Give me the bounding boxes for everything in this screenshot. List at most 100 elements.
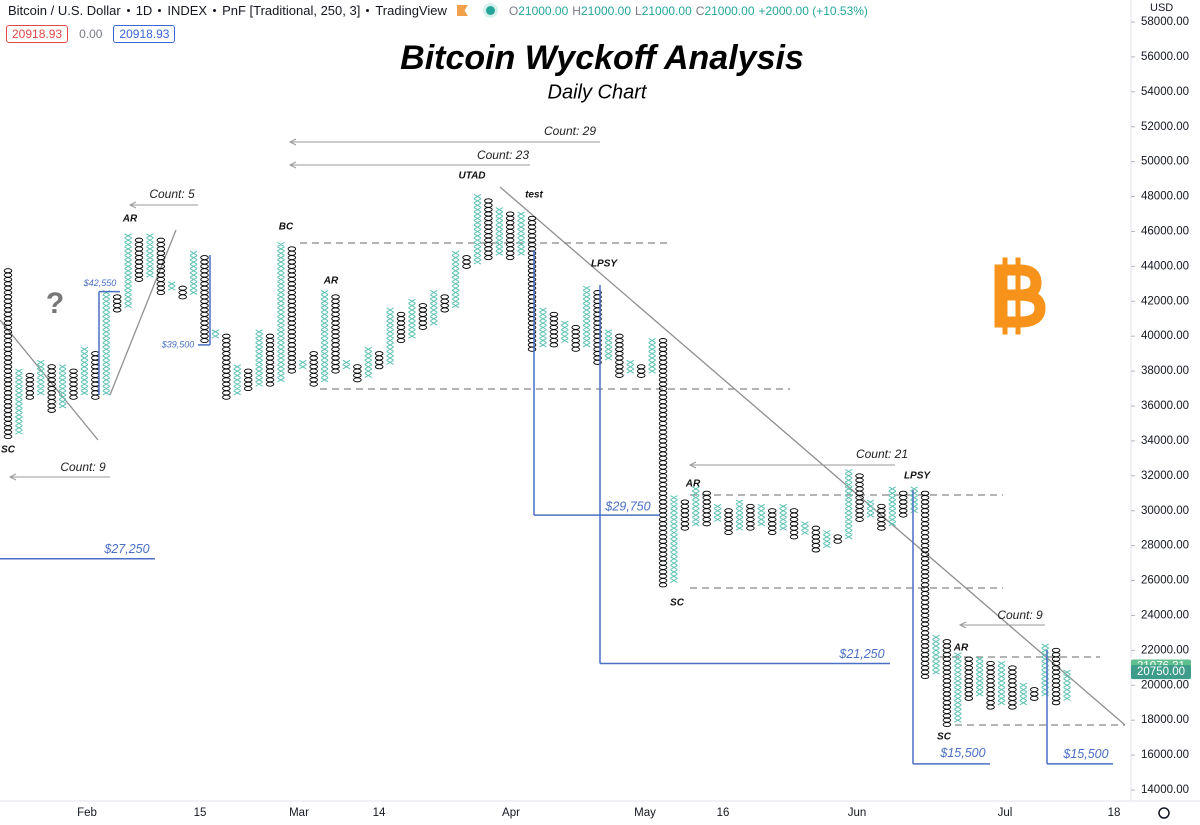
o-column <box>418 303 428 330</box>
o-column <box>331 294 340 374</box>
y-tick-label: 46000.00 <box>1141 225 1189 237</box>
o-column <box>353 364 362 383</box>
x-column <box>473 194 482 265</box>
x-column <box>713 503 722 522</box>
x-tick-label: Feb <box>77 807 97 819</box>
x-column <box>932 634 940 675</box>
o-column <box>549 311 559 348</box>
y-tick-label: 34000.00 <box>1141 435 1189 447</box>
x-column <box>364 346 373 378</box>
trend-line <box>0 319 99 441</box>
count-arrow <box>288 161 530 169</box>
o-column <box>156 237 166 296</box>
x-column <box>342 359 351 370</box>
o-column <box>636 364 646 378</box>
ohlc-value: 21000.00 <box>580 3 632 18</box>
phase-label: LPSY <box>591 259 618 270</box>
target-label: $42,550 <box>83 278 117 288</box>
x-column <box>277 242 285 383</box>
phase-label: SC <box>670 598 685 609</box>
sell-price[interactable]: 20918.93 <box>6 25 69 43</box>
ohlc-key: H <box>572 3 581 18</box>
x-column <box>320 290 329 383</box>
count-arrow <box>8 473 110 481</box>
bitcoin-logo <box>994 257 1046 335</box>
x-column <box>1041 643 1049 697</box>
x-tick-label: Jul <box>998 807 1013 819</box>
flag-icon[interactable] <box>456 5 468 16</box>
o-column <box>25 372 35 400</box>
target-label: $29,750 <box>604 499 650 513</box>
x-column <box>823 530 831 549</box>
change: +2000.00 (+10.53%) <box>758 3 868 18</box>
x-column <box>408 298 416 339</box>
x-column <box>189 250 198 296</box>
y-tick-label: 54000.00 <box>1141 86 1189 98</box>
o-column <box>942 639 952 728</box>
o-column <box>396 311 406 344</box>
logo-bars <box>1002 257 1021 335</box>
chart-subtitle: Daily Chart <box>548 81 648 103</box>
x-column <box>604 329 613 361</box>
top-bar: Bitcoin / U.S. Dollar 1D INDEX PnF [Trad… <box>8 3 872 18</box>
x-column <box>124 233 132 309</box>
buy-price[interactable]: 20918.93 <box>113 25 176 43</box>
o-column <box>287 246 297 374</box>
annotations-layer: Count: 5 Count: 9 Count: 29 Count: 23 Count:… <box>0 124 1126 726</box>
source: TradingView <box>375 3 447 18</box>
o-column <box>440 294 449 313</box>
o-column <box>505 211 515 261</box>
symbol[interactable]: Bitcoin / U.S. Dollar <box>8 3 121 18</box>
separator <box>213 9 217 12</box>
x-column <box>997 660 1006 706</box>
o-column <box>47 364 56 413</box>
o-column <box>811 525 821 553</box>
x-column <box>648 338 656 374</box>
y-tick-label: 36000.00 <box>1141 400 1189 412</box>
y-tick-label: 24000.00 <box>1141 609 1189 621</box>
trend-line <box>499 186 1126 726</box>
price-tag <box>1131 665 1191 680</box>
price-boxes: 20918.93 0.00 20918.93 <box>6 25 176 43</box>
o-column <box>615 333 624 378</box>
o-column <box>658 338 668 588</box>
o-column <box>112 294 122 313</box>
x-column <box>757 503 766 527</box>
settings-icon[interactable] <box>1158 807 1170 819</box>
spread: 0.00 <box>79 27 103 41</box>
o-column <box>178 285 187 300</box>
x-tick-label: 16 <box>717 807 730 819</box>
ohlc-key: L <box>635 3 642 18</box>
chart-type: PnF [Traditional, 250, 3] <box>222 3 361 18</box>
x-column <box>801 521 809 536</box>
o-column <box>265 333 275 387</box>
phase-label: test <box>525 190 543 201</box>
x-column <box>888 486 897 527</box>
y-tick-label: 42000.00 <box>1141 295 1189 307</box>
phase-label: AR <box>323 276 339 287</box>
y-tick-label: 26000.00 <box>1141 575 1189 587</box>
y-tick-label: 14000.00 <box>1141 784 1189 796</box>
chart-title: Bitcoin Wyckoff Analysis <box>400 39 804 77</box>
x-column <box>299 359 307 370</box>
y-tick-label: 18000.00 <box>1141 714 1189 726</box>
o-column <box>200 255 209 344</box>
x-column <box>495 207 504 256</box>
ohlc-value: 21000.00 <box>704 3 755 18</box>
question-mark: ? <box>46 287 64 320</box>
x-column <box>255 329 263 387</box>
ohlc-key: C <box>695 3 705 18</box>
o-column <box>593 290 602 365</box>
separator <box>126 9 130 12</box>
y-tick-label: 30000.00 <box>1141 505 1189 517</box>
phase-label: SC <box>1 445 16 456</box>
interval[interactable]: 1D <box>135 3 153 18</box>
o-column <box>3 268 13 440</box>
x-column <box>626 359 635 374</box>
phase-label: BC <box>279 222 294 233</box>
x-column <box>670 495 678 584</box>
count-arrow <box>958 621 1045 629</box>
phase-label: UTAD <box>458 171 485 182</box>
y-tick-label: 28000.00 <box>1141 540 1189 552</box>
